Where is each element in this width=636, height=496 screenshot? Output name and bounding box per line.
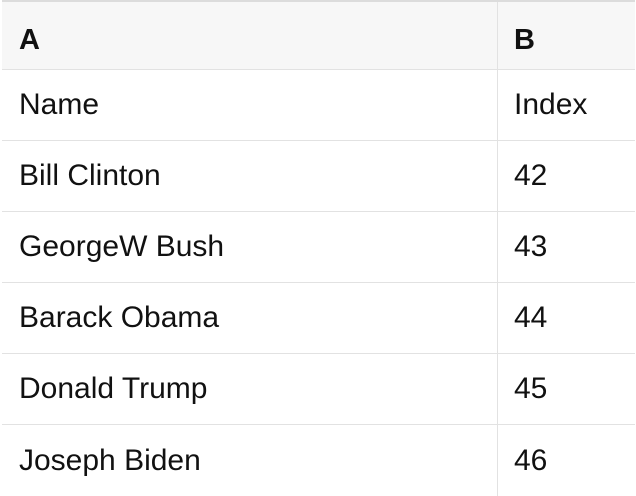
- table-cell[interactable]: 45: [514, 372, 548, 405]
- table-row: GeorgeW Bush 43: [2, 212, 635, 283]
- table-cell[interactable]: 44: [514, 301, 548, 334]
- table-cell[interactable]: Index: [514, 88, 588, 121]
- table-cell[interactable]: 42: [514, 159, 548, 192]
- column-header-row: A B: [2, 2, 635, 70]
- table-cell[interactable]: Bill Clinton: [2, 141, 498, 211]
- column-header-b[interactable]: B: [514, 23, 535, 56]
- table-cell[interactable]: Barack Obama: [2, 283, 498, 353]
- table-row: Donald Trump 45: [2, 354, 635, 425]
- table-row: Bill Clinton 42: [2, 141, 635, 212]
- table-cell[interactable]: GeorgeW Bush: [2, 212, 498, 282]
- table-cell[interactable]: Joseph Biden: [2, 425, 498, 496]
- table-row: Joseph Biden 46: [2, 425, 635, 496]
- column-header-a[interactable]: A: [2, 2, 498, 69]
- table-cell[interactable]: 43: [514, 230, 548, 263]
- table-row: Barack Obama 44: [2, 283, 635, 354]
- table-row: Name Index: [2, 70, 635, 141]
- table-cell[interactable]: Donald Trump: [2, 354, 498, 424]
- table-cell[interactable]: Name: [2, 70, 498, 140]
- table-cell[interactable]: 46: [514, 443, 548, 477]
